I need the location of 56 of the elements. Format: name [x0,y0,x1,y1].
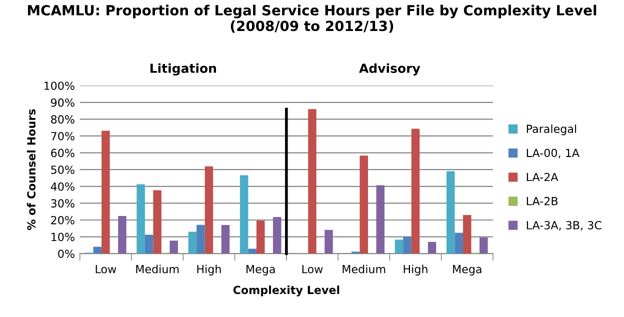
bar [403,236,412,254]
bar [118,216,126,254]
bar [136,184,145,254]
bar [188,232,197,254]
bar [102,130,110,254]
x-tick-label: Medium [342,264,386,274]
bar [240,175,248,254]
y-tick-label: 70% [51,132,74,140]
legend-label: LA-2B [526,196,558,206]
x-tick-label: Mega [246,265,275,276]
bar [394,240,404,254]
bar [196,224,205,254]
x-tick-label: Medium [136,264,179,274]
legend-label: LA-2A [526,172,558,182]
bar [248,248,256,254]
legend-label: Paralegal [526,124,576,136]
bar [428,242,436,254]
y-tick-label: 20% [51,216,74,224]
y-tick-label: 50% [51,166,74,174]
bar [454,232,464,254]
x-tick-label: Low [96,265,116,274]
y-tick-label: 90% [51,98,74,107]
bar [376,185,385,254]
bar [170,240,178,254]
bar [144,234,154,254]
x-axis-title: Complexity Level [233,286,340,296]
bar [93,246,102,254]
bar [446,171,455,254]
chart-subtitle: Litigation [150,63,216,76]
x-tick-label: High [404,264,428,276]
x-tick-label: Mega [453,265,482,276]
x-tick-label: High [197,264,221,276]
bar [256,220,265,254]
bar [360,156,368,254]
bar [308,109,316,254]
bar [324,230,333,254]
y-tick-label: 30% [51,199,74,208]
y-tick-label: 60% [51,148,74,158]
y-tick-label: 80% [51,115,74,124]
legend-label: LA-00, 1A [526,148,580,158]
bar [221,225,230,254]
y-tick-label: 10% [52,232,74,242]
y-axis-title: % of Counsel Hours [26,109,36,230]
y-tick-label: 0% [58,250,74,258]
chart-title: MCAMLU: Proportion of Legal Service Hours per File by Complexity Level (2008/09 to 2012/13) [28,4,596,33]
y-tick-label: 100% [44,82,74,90]
bar [480,237,488,254]
bar [204,166,214,254]
bar [272,216,282,254]
x-tick-label: Low [302,265,323,274]
bar [463,214,472,254]
bar [153,190,162,254]
y-tick-label: 40% [50,182,74,191]
legend-label: LA-3A, 3B, 3C [526,220,602,231]
bar [411,128,420,254]
chart-subtitle: Advisory [359,63,420,76]
